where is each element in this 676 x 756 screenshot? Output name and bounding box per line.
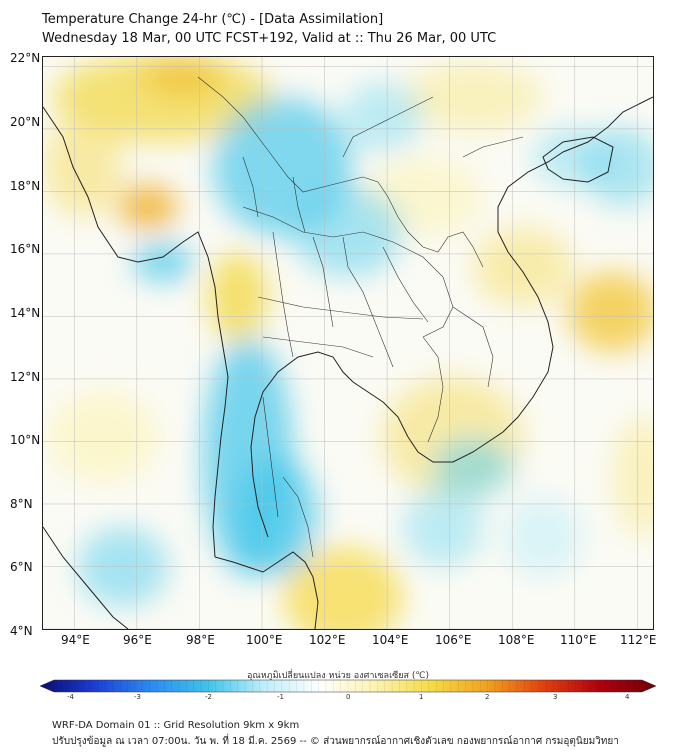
lon-label-110e: 110°E [560, 633, 597, 647]
lon-label-104e: 104°E [372, 633, 409, 647]
map-gridlines [43, 57, 653, 629]
lon-label-96e: 96°E [123, 633, 152, 647]
colorbar-tick: -4 [67, 693, 74, 701]
colorbar-tick: -3 [134, 693, 141, 701]
temperature-field [43, 57, 653, 629]
coastline [43, 96, 653, 629]
colorbar-tick: -1 [277, 693, 284, 701]
colorbar-tick: 1 [419, 693, 424, 701]
lat-label-8n: 8°N [10, 497, 33, 511]
colorbar-tick: 4 [625, 693, 630, 701]
lon-label-112e: 112°E [620, 633, 657, 647]
lon-label-106e: 106°E [435, 633, 472, 647]
lat-label-14n: 14°N [10, 306, 41, 320]
map-panel [42, 56, 654, 630]
colorbar [40, 679, 656, 693]
footer-credit: ปรับปรุงข้อมูล ณ เวลา 07:00น. วัน พ. ที่… [52, 736, 619, 747]
lon-label-94e: 94°E [61, 633, 90, 647]
lat-label-6n: 6°N [10, 560, 33, 574]
colorbar-tick: -2 [205, 693, 212, 701]
lon-label-102e: 102°E [309, 633, 346, 647]
colorbar-tick: 0 [346, 693, 351, 701]
lat-label-20n: 20°N [10, 115, 41, 129]
colorbar-tick: 2 [485, 693, 490, 701]
map-title: Temperature Change 24-hr (℃) - [Data Ass… [42, 12, 384, 27]
lat-label-16n: 16°N [10, 242, 41, 256]
lat-label-12n: 12°N [10, 370, 41, 384]
lon-label-100e: 100°E [246, 633, 283, 647]
lon-label-98e: 98°E [186, 633, 215, 647]
colorbar-tick: 3 [553, 693, 558, 701]
province-boundaries [197, 76, 524, 558]
map-subtitle: Wednesday 18 Mar, 00 UTC FCST+192, Valid… [42, 31, 497, 46]
footer-model-info: WRF-DA Domain 01 :: Grid Resolution 9km … [52, 720, 300, 731]
temperature-change-map [43, 57, 653, 629]
lat-label-22n: 22°N [10, 51, 41, 65]
lat-label-18n: 18°N [10, 179, 41, 193]
lat-label-10n: 10°N [10, 433, 41, 447]
lon-label-108e: 108°E [498, 633, 535, 647]
lat-label-4n: 4°N [10, 624, 33, 638]
colorbar-title: อุณหภูมิเปลี่ยนแปลง หน่วย องศาเซลเซียส (… [246, 671, 430, 681]
